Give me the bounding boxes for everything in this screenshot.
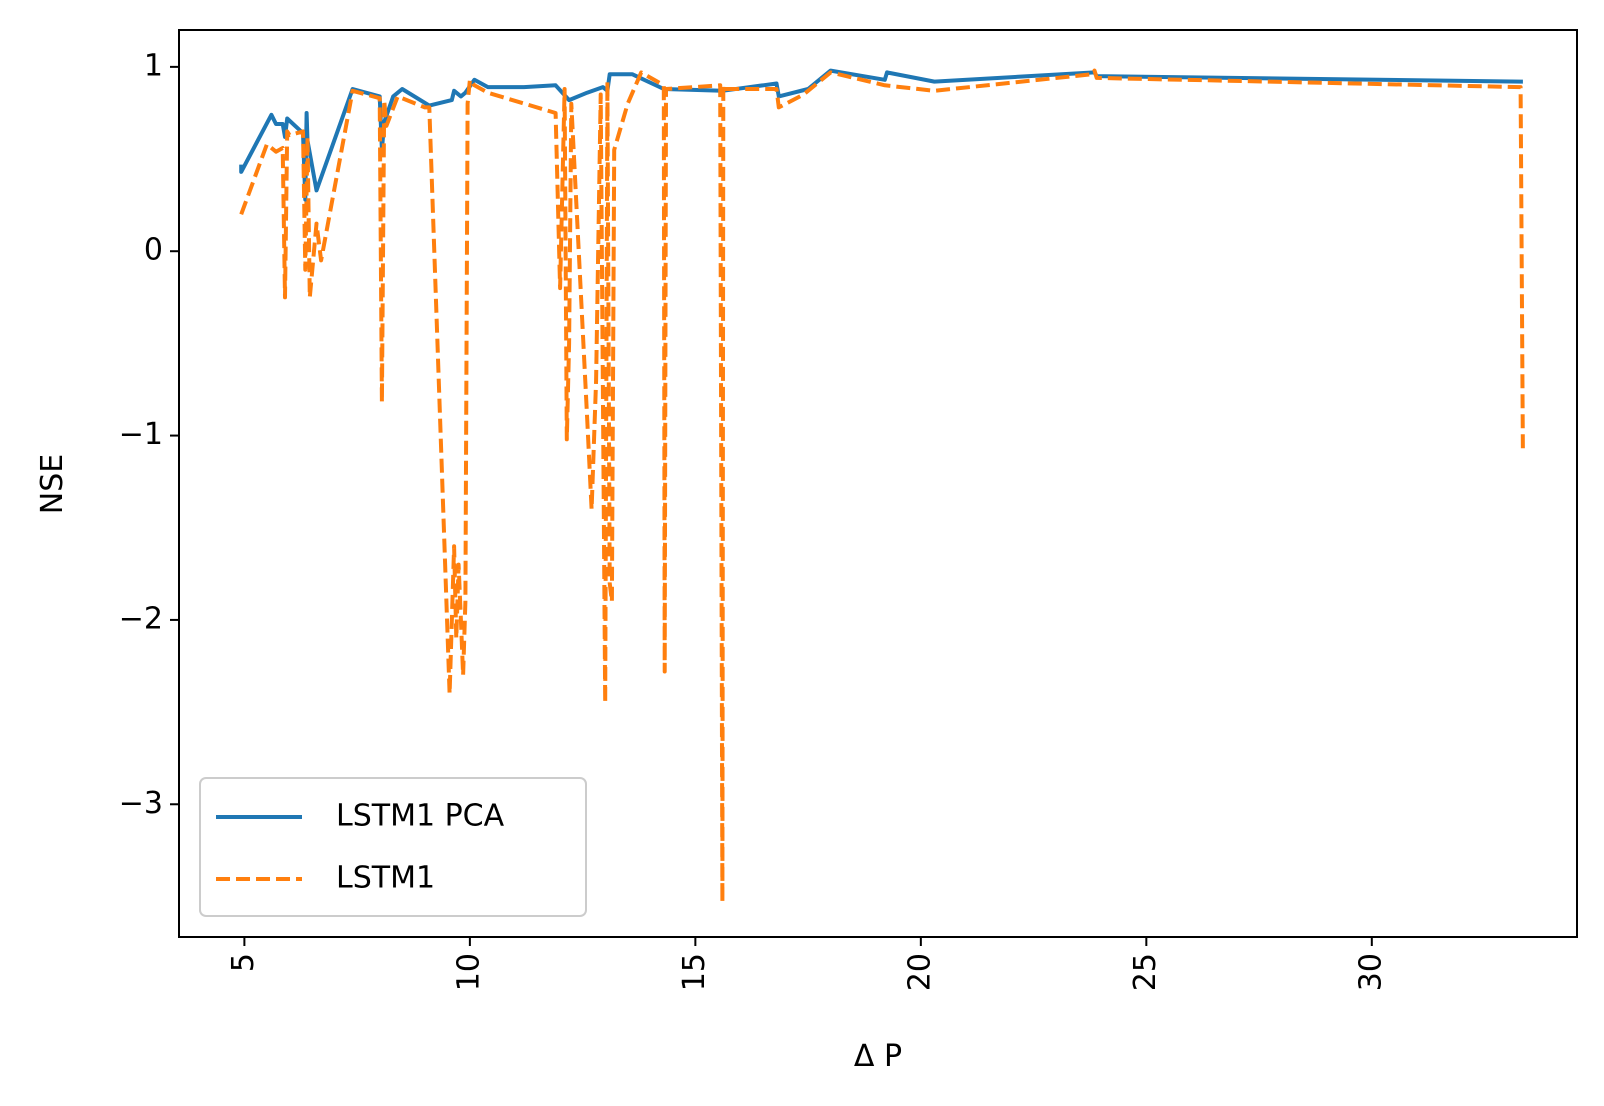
series-layer bbox=[239, 68, 1525, 904]
legend-label-2: LSTM1 bbox=[336, 861, 435, 896]
y-tick-label: 1 bbox=[144, 48, 163, 83]
y-tick-label: −3 bbox=[119, 786, 163, 821]
y-axis-label: NSE bbox=[35, 454, 70, 514]
y-axis: 1 0 −1 −2 −3 bbox=[119, 48, 179, 821]
x-tick-label: 10 bbox=[451, 953, 486, 991]
x-axis: 5 10 15 20 25 30 bbox=[226, 937, 1388, 991]
x-tick-label: 20 bbox=[902, 953, 937, 991]
plot-area-frame bbox=[178, 29, 1578, 938]
y-tick-label: −2 bbox=[119, 601, 163, 636]
series-line-2 bbox=[239, 68, 1525, 904]
x-axis-label: Δ P bbox=[854, 1039, 902, 1074]
x-tick-label: 5 bbox=[226, 953, 261, 972]
legend-label-1: LSTM1 PCA bbox=[336, 799, 505, 834]
x-tick-label: 25 bbox=[1128, 953, 1163, 991]
y-tick-label: −1 bbox=[119, 417, 163, 452]
legend: LSTM1 PCA LSTM1 bbox=[199, 777, 587, 917]
x-tick-label: 30 bbox=[1353, 953, 1388, 991]
y-tick-label: 0 bbox=[144, 233, 163, 268]
x-tick-label: 15 bbox=[677, 953, 712, 991]
legend-box bbox=[199, 777, 587, 917]
